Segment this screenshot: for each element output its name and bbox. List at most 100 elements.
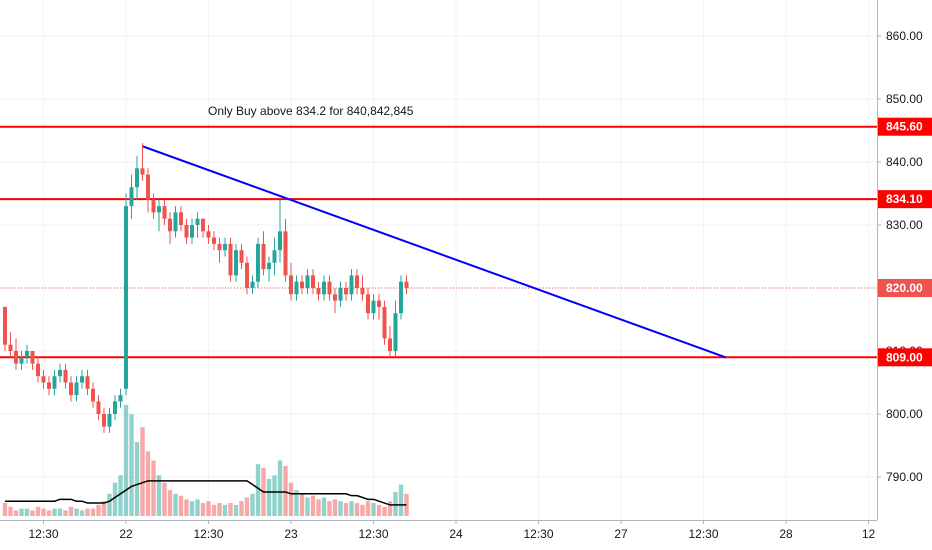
volume-bar bbox=[228, 503, 233, 516]
volume-bar bbox=[129, 414, 134, 516]
candle-body bbox=[300, 281, 304, 288]
volume-bar bbox=[189, 501, 195, 516]
candle-body bbox=[41, 376, 46, 383]
candle-body bbox=[195, 218, 200, 225]
volume-bar bbox=[217, 503, 222, 516]
volume-bar bbox=[178, 495, 184, 516]
volume-bar bbox=[118, 475, 123, 516]
volume-bar bbox=[250, 493, 255, 516]
volume-bar bbox=[19, 508, 24, 516]
candle-body bbox=[107, 414, 112, 427]
volume-bar bbox=[63, 510, 68, 516]
level-tag-0-label: 845.60 bbox=[886, 120, 923, 134]
x-tick-label: 12:30 bbox=[193, 527, 223, 541]
candle-body bbox=[140, 168, 145, 175]
candle-body bbox=[168, 218, 172, 232]
level-tag-2-bg bbox=[878, 348, 932, 367]
volume-bar bbox=[145, 451, 151, 516]
chart-annotation[interactable]: Only Buy above 834.2 for 840,842,845 bbox=[208, 104, 414, 118]
price-axis[interactable]: 790.00800.00810.00820.00830.00840.00850.… bbox=[877, 29, 923, 484]
candle-body bbox=[289, 275, 293, 295]
candle-body bbox=[80, 376, 84, 383]
volume-bar bbox=[277, 460, 283, 516]
candle-body bbox=[338, 288, 343, 301]
volume-bar bbox=[349, 501, 354, 516]
candle-body bbox=[333, 294, 337, 301]
candle-body bbox=[8, 344, 13, 351]
volume-bar bbox=[52, 508, 57, 516]
trend-line[interactable] bbox=[142, 145, 726, 359]
candle-body bbox=[179, 212, 183, 225]
x-tick-label: 28 bbox=[779, 527, 793, 541]
candle-body bbox=[371, 300, 376, 314]
level-tag-0-bg bbox=[878, 117, 932, 136]
volume-bar bbox=[112, 482, 118, 516]
price-tags: 845.60 834.10 809.00 820.00 bbox=[878, 117, 932, 367]
volume-bar bbox=[305, 497, 310, 516]
candle-body bbox=[184, 225, 189, 238]
volume-bar bbox=[195, 499, 200, 516]
volume-bar bbox=[321, 497, 327, 516]
candle-body bbox=[118, 395, 123, 402]
volume-bar bbox=[387, 501, 393, 516]
candle-body bbox=[377, 300, 381, 307]
candle-body bbox=[162, 206, 167, 219]
candle-body bbox=[85, 376, 90, 389]
candle-body bbox=[382, 306, 387, 339]
candle-body bbox=[250, 281, 255, 288]
last-price-tag-bg bbox=[878, 279, 932, 297]
candle-body bbox=[305, 275, 310, 288]
volume-bar bbox=[332, 499, 338, 516]
candle-body bbox=[113, 401, 117, 414]
volume-bar bbox=[2, 503, 8, 516]
volume-bar bbox=[294, 490, 299, 516]
candle-body bbox=[135, 168, 139, 188]
candle-body bbox=[102, 414, 106, 427]
volume-bar bbox=[200, 503, 206, 516]
x-tick-label: 23 bbox=[284, 527, 298, 541]
volume-bar bbox=[206, 501, 211, 516]
candle-body bbox=[129, 187, 134, 207]
candle-body bbox=[311, 275, 315, 288]
time-axis[interactable]: 12:30 22 12:30 23 12:30 24 12:30 27 12:30 28 12 bbox=[28, 520, 875, 541]
volume-bar bbox=[30, 510, 35, 516]
volume-bar bbox=[393, 491, 398, 516]
candle-body bbox=[146, 174, 150, 200]
candle-body bbox=[223, 243, 227, 251]
candle-body bbox=[404, 281, 409, 288]
volume-moving-average-line bbox=[5, 480, 407, 506]
volume-bar bbox=[233, 504, 239, 516]
candle-body bbox=[256, 243, 260, 282]
volume-bar bbox=[310, 495, 316, 516]
y-tick-label: 800.00 bbox=[886, 407, 923, 421]
candle-body bbox=[124, 206, 128, 389]
volume-bar bbox=[134, 442, 140, 516]
x-tick-label: 24 bbox=[449, 527, 463, 541]
candle-body bbox=[327, 281, 332, 295]
candle-body bbox=[344, 288, 348, 295]
candle-body bbox=[173, 212, 178, 232]
candle-body bbox=[234, 250, 238, 276]
level-tag-1-label: 834.10 bbox=[886, 192, 923, 206]
volume-bar bbox=[222, 504, 228, 516]
volume-bar bbox=[173, 493, 178, 516]
candle-body bbox=[316, 288, 321, 295]
volume-bar bbox=[283, 466, 288, 516]
volume-bar bbox=[41, 508, 46, 516]
candle-body bbox=[74, 382, 79, 396]
candle-body bbox=[36, 363, 40, 377]
y-tick-label: 860.00 bbox=[886, 29, 923, 43]
candle-body bbox=[157, 206, 161, 213]
x-tick-label: 12:30 bbox=[358, 527, 388, 541]
candle-body bbox=[349, 275, 354, 295]
x-tick-label: 12 bbox=[862, 527, 876, 541]
candle-body bbox=[239, 250, 244, 263]
volume-bar bbox=[299, 493, 305, 516]
candle-body bbox=[360, 288, 365, 295]
candle-body bbox=[228, 243, 233, 276]
candle-body bbox=[322, 281, 326, 295]
volume-bar bbox=[244, 497, 250, 516]
candle-body bbox=[399, 281, 403, 314]
candle-body bbox=[3, 306, 7, 345]
